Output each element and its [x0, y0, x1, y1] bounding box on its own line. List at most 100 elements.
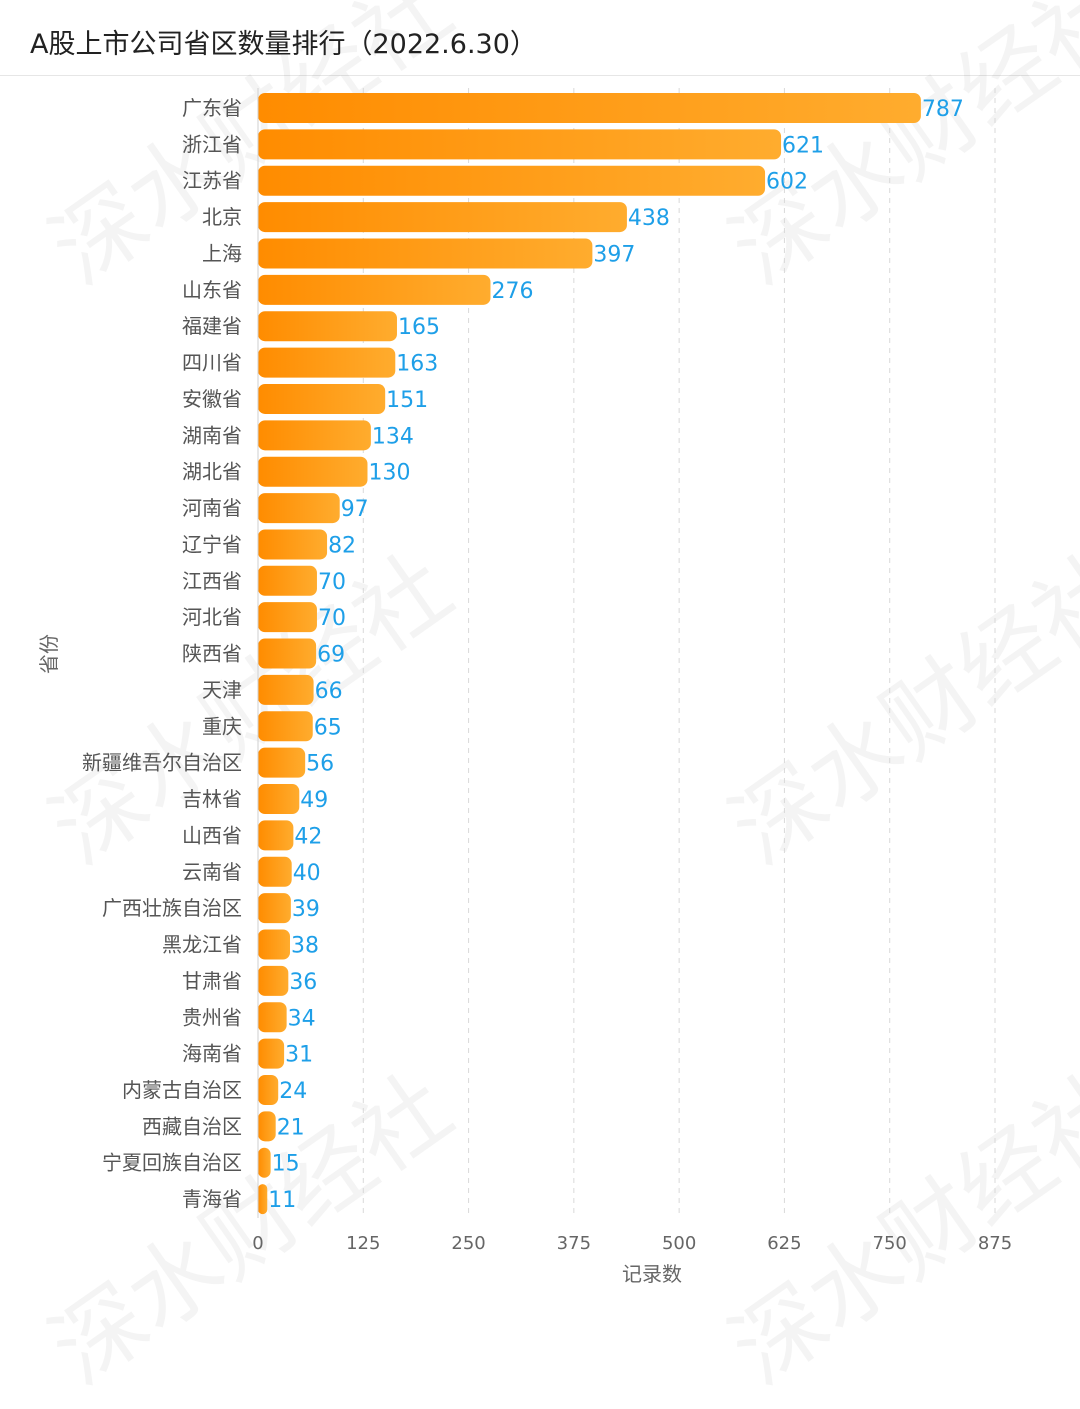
- data-label: 31: [285, 1043, 313, 1068]
- x-axis-title: 记录数: [622, 1262, 682, 1286]
- category-label: 辽宁省: [182, 532, 242, 556]
- x-tick-label: 875: [978, 1233, 1012, 1254]
- bar: [258, 929, 291, 960]
- bar-chart: 广东省 787 浙江省 621 江苏省 602 北京 438 上海 397 山东省 276 福建省 165…: [37, 88, 1012, 1286]
- category-label: 江西省: [182, 569, 242, 593]
- data-label: 438: [628, 206, 670, 231]
- category-label: 重庆: [202, 714, 242, 738]
- bar: [258, 602, 317, 633]
- bar: [258, 347, 396, 378]
- bar: [258, 493, 340, 524]
- category-label: 黑龙江省: [162, 933, 242, 957]
- bar: [258, 274, 491, 305]
- bar: [258, 238, 593, 269]
- data-label: 69: [317, 643, 345, 668]
- data-label: 36: [289, 970, 317, 995]
- bar: [258, 1074, 279, 1105]
- data-label: 130: [368, 461, 410, 486]
- data-label: 39: [292, 897, 320, 922]
- category-label: 吉林省: [182, 787, 242, 811]
- chart-header: A股上市公司省区数量排行（2022.6.30）: [0, 0, 1080, 76]
- labels: 广东省 787 浙江省 621 江苏省 602 北京 438 上海 397 山东省 276 福建省 165…: [82, 96, 964, 1213]
- data-label: 70: [318, 570, 346, 595]
- x-tick-label: 750: [873, 1233, 907, 1254]
- bar: [258, 893, 291, 924]
- category-label: 宁夏回族自治区: [102, 1151, 242, 1175]
- category-label: 贵州省: [182, 1005, 242, 1029]
- x-tick-label: 250: [451, 1233, 485, 1254]
- category-label: 天津: [202, 678, 242, 702]
- x-tick-label: 500: [662, 1233, 696, 1254]
- category-label: 浙江省: [182, 132, 242, 156]
- data-label: 163: [396, 352, 438, 377]
- category-label: 湖南省: [182, 423, 242, 447]
- bar: [258, 1147, 271, 1178]
- category-label: 山东省: [182, 278, 242, 302]
- data-label: 276: [491, 279, 533, 304]
- category-label: 湖北省: [182, 460, 242, 484]
- chart-title: A股上市公司省区数量排行（2022.6.30）: [30, 29, 537, 60]
- category-label: 青海省: [182, 1187, 242, 1211]
- data-label: 97: [341, 497, 369, 522]
- data-label: 70: [318, 606, 346, 631]
- data-label: 787: [922, 97, 964, 122]
- data-label: 82: [328, 533, 356, 558]
- grid-lines: [362, 88, 996, 1218]
- category-label: 四川省: [182, 351, 242, 375]
- category-label: 河南省: [182, 496, 242, 520]
- bar: [258, 820, 294, 851]
- x-tick-label: 625: [767, 1233, 801, 1254]
- x-tick-label: 0: [252, 1233, 263, 1254]
- y-axis-title: 省份: [37, 634, 61, 674]
- category-label: 陕西省: [182, 642, 242, 666]
- category-label: 安徽省: [182, 387, 242, 411]
- bar: [258, 784, 300, 815]
- data-label: 165: [398, 315, 440, 340]
- bar: [258, 129, 782, 160]
- bar: [258, 1184, 268, 1215]
- category-label: 北京: [202, 205, 242, 229]
- bar: [258, 529, 328, 560]
- category-label: 甘肃省: [182, 969, 242, 993]
- category-label: 新疆维吾尔自治区: [82, 751, 242, 775]
- category-label: 河北省: [182, 605, 242, 629]
- data-label: 621: [782, 133, 824, 158]
- data-label: 11: [268, 1188, 296, 1213]
- data-label: 66: [315, 679, 343, 704]
- bar: [258, 383, 386, 414]
- bar: [258, 1038, 285, 1069]
- bar: [258, 93, 921, 123]
- bar: [258, 1002, 287, 1033]
- category-label: 上海: [202, 241, 242, 265]
- x-tick-label: 375: [557, 1233, 591, 1254]
- bar: [258, 456, 368, 487]
- category-label: 山西省: [182, 823, 242, 847]
- data-label: 21: [277, 1115, 305, 1140]
- x-tick-label: 125: [346, 1233, 380, 1254]
- bar: [258, 165, 766, 196]
- bar: [258, 565, 317, 596]
- axes: 0 125 250 375 500 625 750 875 记录数 省份: [37, 88, 1012, 1286]
- bar: [258, 638, 317, 669]
- bar: [258, 420, 371, 451]
- category-label: 云南省: [182, 860, 242, 884]
- bar: [258, 202, 627, 233]
- category-label: 福建省: [182, 314, 242, 338]
- data-label: 602: [766, 170, 808, 195]
- category-label: 内蒙古自治区: [122, 1078, 242, 1102]
- bar: [258, 311, 397, 342]
- data-label: 42: [294, 824, 322, 849]
- bar: [258, 1111, 276, 1142]
- data-label: 40: [293, 861, 321, 886]
- data-label: 134: [372, 424, 414, 449]
- bar: [258, 674, 314, 705]
- bar: [258, 711, 313, 742]
- data-label: 49: [300, 788, 328, 813]
- bar: [258, 856, 292, 887]
- category-label: 广西壮族自治区: [102, 896, 242, 920]
- data-label: 38: [291, 934, 319, 959]
- category-label: 海南省: [182, 1042, 242, 1066]
- bar: [258, 965, 289, 996]
- category-label: 西藏自治区: [142, 1114, 242, 1138]
- data-label: 24: [279, 1079, 307, 1104]
